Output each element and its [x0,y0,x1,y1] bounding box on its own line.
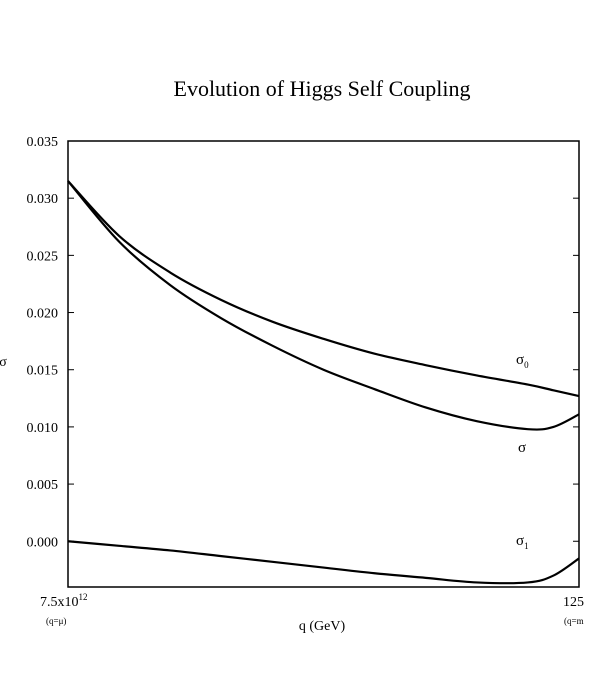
y-tick-label: 0.000 [27,535,59,550]
y-axis-label: σ [0,355,7,370]
y-tick-label: 0.035 [27,135,59,150]
y-tick-label: 0.030 [27,192,59,207]
x-tick-right: 125 (q=m [563,595,584,626]
y-tick-label: 0.010 [27,421,59,436]
series-label-σ0: σ0 [516,352,529,370]
x-tick-left-label: 7.5x1012 [40,592,88,610]
x-tick-right-label: 125 [563,595,584,610]
y-axis: 0.000 0.005 0.010 0.015 0.020 0.025 0.030 0.035 [27,135,579,550]
x-tick-right-sub: (q=m [564,616,584,626]
x-tick-left-sub: (q=μ) [46,616,66,626]
series-label-σ: σ [518,440,526,456]
series-line-σ0 [67,180,580,398]
plot-frame [67,140,580,588]
chart-title: Evolution of Higgs Self Coupling [174,76,471,101]
series-label-σ1: σ1 [516,533,529,551]
y-tick-label: 0.005 [27,478,59,493]
series-labels: σ0 σ σ1 [516,352,529,551]
series-line-σ1 [67,540,580,585]
y-tick-label: 0.025 [27,249,59,264]
y-tick-label: 0.015 [27,364,59,379]
y-tick-label: 0.020 [27,307,59,322]
series-layer [67,180,580,585]
series-line-σ [67,180,580,431]
x-tick-left: 7.5x1012 (q=μ) [40,592,88,626]
x-axis-label: q (GeV) [299,619,346,634]
